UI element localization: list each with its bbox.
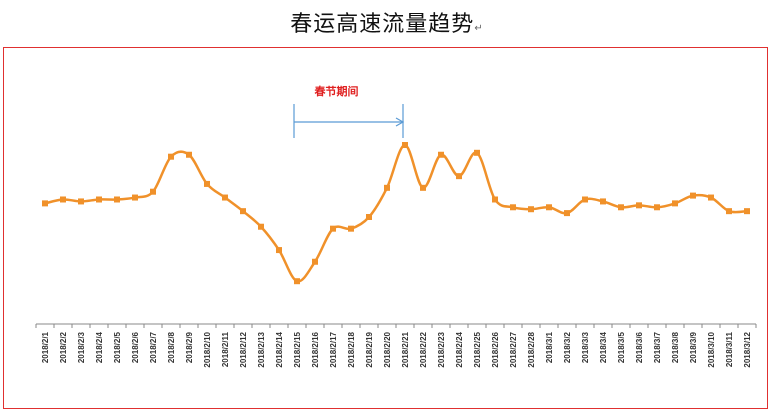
data-point [546,204,552,211]
x-tick-label: 2018/2/4 [95,331,104,363]
x-tick-label: 2018/2/26 [491,331,500,367]
data-point [528,206,534,213]
data-point [618,204,624,211]
x-tick-label: 2018/3/11 [725,331,734,367]
x-tick-label: 2018/2/13 [257,331,266,367]
data-point [240,208,246,215]
data-point [186,151,192,158]
data-point [294,278,300,285]
x-tick-marks [35,324,757,328]
x-tick-label: 2018/2/18 [347,331,356,367]
x-tick-label: 2018/3/9 [689,331,698,363]
x-tick-label: 2018/2/21 [401,331,410,367]
data-point [492,196,498,203]
data-point [456,173,462,180]
x-tick-label: 2018/2/22 [419,331,428,367]
x-tick-label: 2018/3/3 [581,331,590,363]
x-tick-label: 2018/2/3 [77,331,86,363]
x-tick-label: 2018/2/10 [203,331,212,367]
x-tick-label: 2018/2/8 [167,331,176,363]
x-tick-label: 2018/2/19 [365,331,374,367]
x-tick-label: 2018/2/12 [239,331,248,367]
data-point [96,196,102,203]
return-mark: ↵ [474,23,484,34]
data-point [726,208,732,215]
x-tick-label: 2018/2/1 [41,331,50,363]
x-tick-label: 2018/2/14 [275,331,284,367]
x-tick-label: 2018/2/24 [455,331,464,367]
data-point [690,192,696,199]
series-points [42,142,750,285]
data-point [654,204,660,211]
data-point [708,194,714,201]
data-point [402,142,408,149]
data-point [168,153,174,160]
data-point [582,196,588,203]
x-tick-label: 2018/2/7 [149,331,158,363]
data-point [204,180,210,187]
data-point [438,151,444,158]
data-point [474,149,480,156]
data-point [276,247,282,254]
data-point [150,188,156,195]
x-tick-label: 2018/3/2 [563,331,572,363]
x-tick-label: 2018/2/15 [293,331,302,367]
x-tick-label: 2018/2/20 [383,331,392,367]
x-tick-label: 2018/2/28 [527,331,536,367]
chart-title-text: 春运高速流量趋势 [290,12,475,37]
annotation-arrow-head [395,117,405,127]
data-point [132,194,138,201]
x-tick-label: 2018/2/25 [473,331,482,367]
x-tick-label: 2018/3/4 [599,331,608,363]
data-point [60,196,66,203]
data-point [114,196,120,203]
data-point [744,208,750,215]
x-tick-label: 2018/2/23 [437,331,446,367]
data-point [510,204,516,211]
x-tick-label: 2018/2/6 [131,331,140,363]
x-tick-label: 2018/2/17 [329,331,338,367]
series-line [44,143,748,283]
x-tick-label: 2018/2/9 [185,331,194,363]
x-tick-label: 2018/3/1 [545,331,554,363]
x-tick-label: 2018/3/8 [671,331,680,363]
x-tick-label: 2018/3/5 [617,331,626,363]
data-point [600,198,606,205]
data-point [42,200,48,207]
data-point [312,258,318,265]
spring-festival-annotation: 春节期间 [293,84,405,138]
data-point [384,184,390,191]
x-tick-label: 2018/2/5 [113,331,122,363]
x-tick-label: 2018/2/11 [221,331,230,367]
data-point [366,214,372,220]
chart-frame [3,47,768,409]
x-tick-labels: 2018/2/1 2018/2/2 2018/2/3 2018/2/4 2018/2/5… [41,331,752,367]
x-tick-label: 2018/2/2 [59,331,68,363]
data-point [258,223,264,230]
x-tick-label: 2018/3/12 [743,331,752,367]
data-point [348,225,354,232]
data-point [564,210,570,217]
x-tick-label: 2018/3/7 [653,331,662,363]
data-point [222,194,228,201]
x-tick-label: 2018/3/6 [635,331,644,363]
data-point [420,184,426,191]
x-tick-label: 2018/3/10 [707,331,716,367]
chart-title: 春运高速流量趋势↵ [0,6,774,38]
x-tick-label: 2018/2/16 [311,331,320,367]
data-point [78,198,84,205]
data-point [330,225,336,232]
x-tick-label: 2018/2/27 [509,331,518,367]
data-point [672,200,678,207]
annotation-label: 春节期间 [315,84,359,98]
data-point [636,202,642,209]
